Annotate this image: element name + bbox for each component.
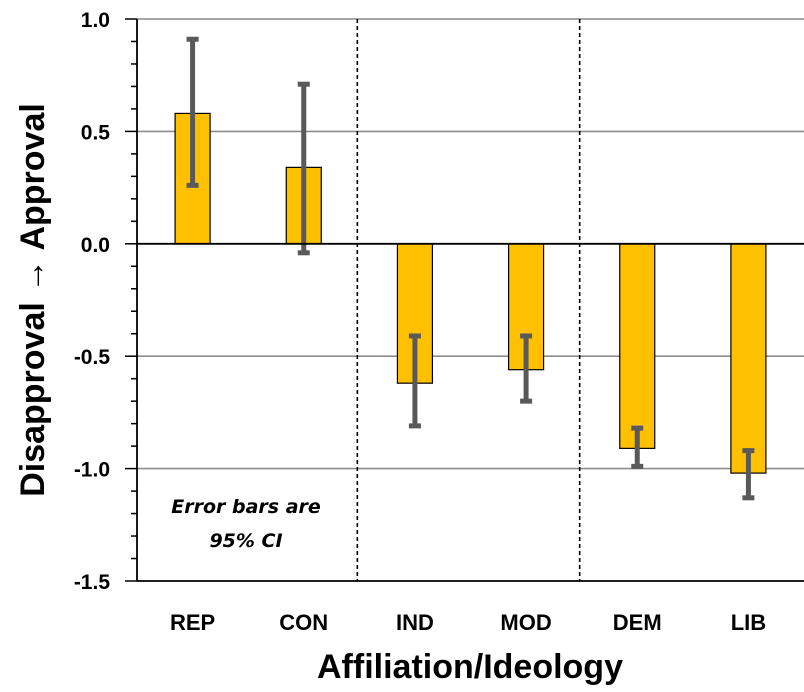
- y-tick-label: 0.5: [81, 121, 111, 144]
- x-tick-label-rep: REP: [170, 610, 215, 635]
- x-tick-label-con: CON: [279, 610, 328, 635]
- gridlines: [137, 18, 804, 470]
- bar-lib: [730, 243, 767, 474]
- error-bar-note-line2: 95% CI: [209, 530, 282, 552]
- x-axis-title: Affiliation/Ideology: [317, 648, 623, 686]
- x-tick-label-mod: MOD: [500, 610, 551, 635]
- y-tick-label: -1.0: [74, 459, 110, 482]
- x-tick-label-lib: LIB: [731, 610, 766, 635]
- y-axis-title: Disapproval → Approval: [14, 103, 52, 497]
- group-separators: [356, 19, 581, 581]
- x-tick-label-ind: IND: [396, 610, 434, 635]
- y-tick-label: -0.5: [74, 346, 111, 369]
- bars: [174, 112, 767, 474]
- x-tick-label-dem: DEM: [613, 610, 662, 635]
- axes: [125, 18, 804, 582]
- y-tick-label: 0.0: [81, 234, 110, 257]
- y-tick-label: 1.0: [81, 9, 110, 32]
- bar-dem: [619, 243, 656, 449]
- labels: 1.0 0.5 0.0 -0.5 -1.0 -1.5 REP CON IND MOD DEM LIB: [74, 9, 766, 635]
- error-bar-note-line1: Error bars are: [171, 496, 321, 518]
- error-bars: [186, 36, 755, 501]
- y-tick-label: -1.5: [74, 571, 111, 594]
